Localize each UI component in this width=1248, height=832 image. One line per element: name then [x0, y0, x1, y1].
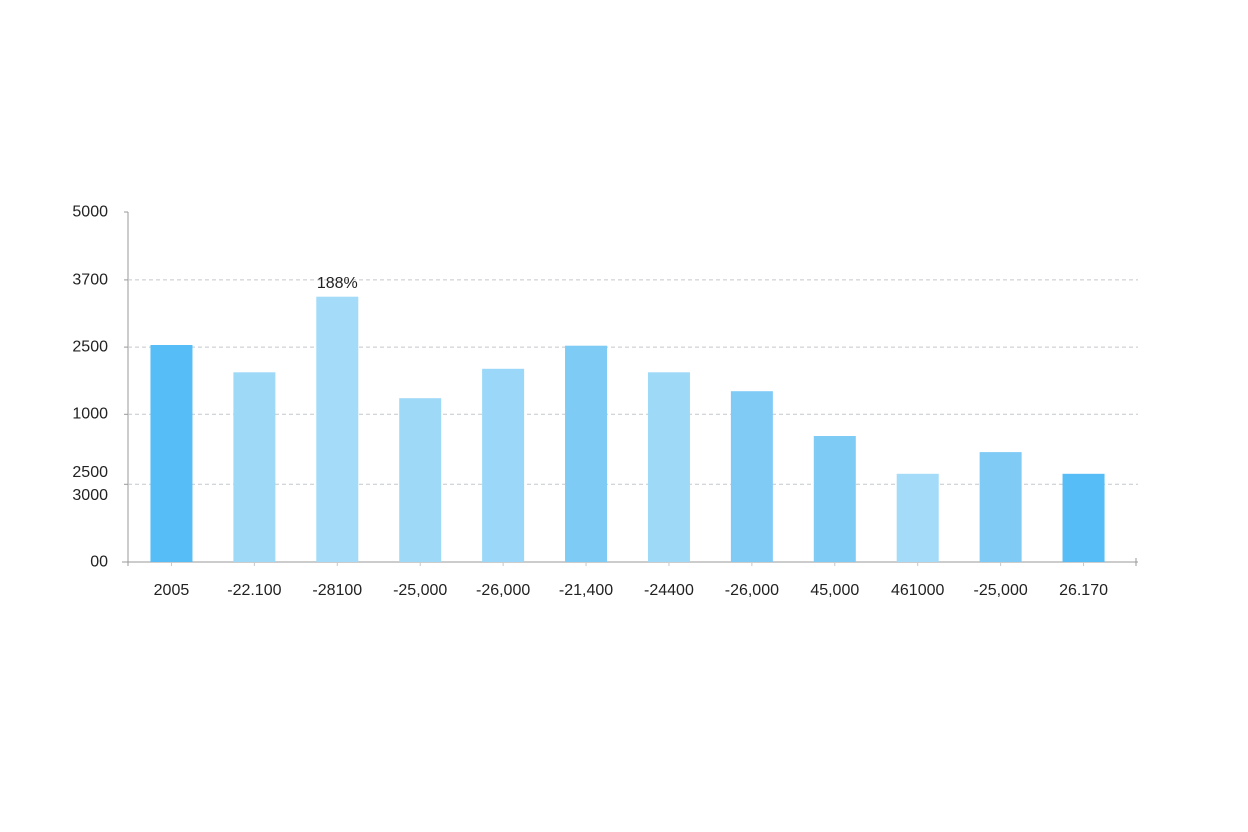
- x-tick-label: 26.170: [1059, 582, 1108, 599]
- x-tick-label: -24400: [644, 582, 694, 599]
- x-tick-label: 45,000: [810, 582, 860, 599]
- y-tick-label: 3700: [72, 271, 108, 289]
- y-tick-label: 2500 3000: [72, 464, 108, 505]
- y-tick-label: 00: [90, 553, 108, 571]
- x-tick-label: 461000: [891, 582, 945, 599]
- x-tick-label: -25,000: [973, 582, 1028, 599]
- x-tick-label: -26,000: [724, 582, 779, 599]
- bar: [730, 391, 773, 562]
- x-tick-label: 2005: [153, 582, 190, 599]
- bar: [399, 398, 442, 562]
- bar: [316, 296, 359, 562]
- bar: [896, 473, 939, 562]
- x-tick-label: -26,000: [475, 582, 531, 599]
- bar: [233, 372, 276, 562]
- bar: [150, 345, 193, 562]
- y-tick-label: 2500: [72, 338, 108, 356]
- y-tick-label: 1000: [72, 405, 108, 423]
- annotation: 188%: [316, 274, 358, 292]
- bar: [647, 372, 690, 562]
- bar: [979, 452, 1022, 562]
- x-tick-label: -28100: [312, 582, 363, 599]
- x-tick-label: -25,000: [393, 582, 448, 599]
- bar: [482, 368, 525, 562]
- x-tick-label: -22.100: [227, 582, 282, 599]
- bar: [813, 436, 856, 562]
- bar: [1062, 473, 1105, 562]
- bar: [565, 345, 608, 562]
- x-tick-label: -21,400: [558, 582, 614, 599]
- y-tick-label: 5000: [72, 203, 108, 221]
